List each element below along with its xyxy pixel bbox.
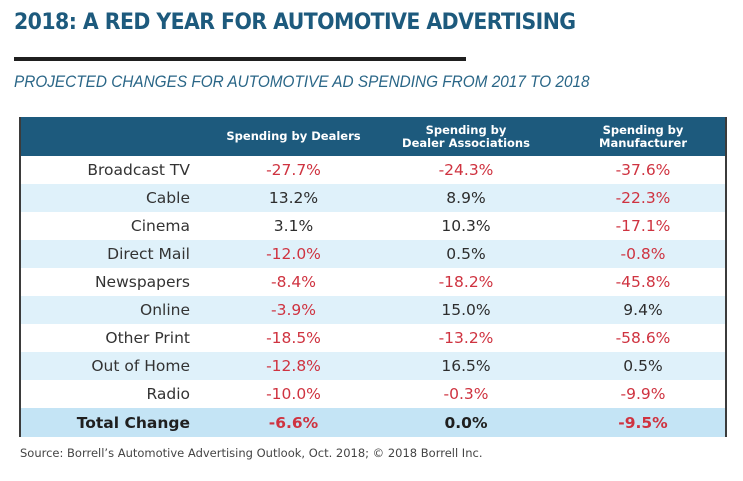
table-row: Other Print -18.5% -13.2% -58.6% bbox=[21, 324, 725, 352]
table-cell: -9.9% bbox=[620, 385, 666, 403]
column-header: Spending by Manufacturer bbox=[561, 117, 725, 156]
table-row: Cinema 3.1% 10.3% -17.1% bbox=[21, 212, 725, 240]
row-label: Radio bbox=[146, 385, 190, 403]
table-cell: -45.8% bbox=[615, 273, 671, 291]
table-cell: -8.4% bbox=[271, 273, 316, 291]
table-row: Broadcast TV -27.7% -24.3% -37.6% bbox=[21, 156, 725, 184]
table-row: Newspapers -8.4% -18.2% -45.8% bbox=[21, 268, 725, 296]
table-cell: -17.1% bbox=[615, 217, 671, 235]
row-label: Cinema bbox=[130, 217, 190, 235]
table-cell: 15.0% bbox=[441, 301, 491, 319]
table-body: Broadcast TV -27.7% -24.3% -37.6% Cable 13.2%… bbox=[21, 156, 725, 437]
table-cell: -12.0% bbox=[266, 245, 321, 263]
page-title: 2018: A RED YEAR FOR AUTOMOTIVE ADVERTIS… bbox=[14, 10, 576, 35]
row-label: Newspapers bbox=[94, 273, 190, 291]
table-row: Radio -10.0% -0.3% -9.9% bbox=[21, 380, 725, 408]
table-cell: -37.6% bbox=[615, 161, 671, 179]
column-header: Spending by Dealer Associations bbox=[371, 117, 561, 156]
table-cell: 8.9% bbox=[446, 189, 486, 207]
table-cell: -27.7% bbox=[266, 161, 321, 179]
row-label: Other Print bbox=[105, 329, 190, 347]
row-label: Total Change bbox=[76, 413, 190, 432]
row-label: Cable bbox=[145, 189, 190, 207]
table-cell: -22.3% bbox=[615, 189, 671, 207]
column-header-text: Spending by bbox=[425, 122, 507, 137]
table-cell: 0.5% bbox=[623, 357, 663, 375]
table-cell: 13.2% bbox=[268, 189, 319, 207]
table-cell: -18.2% bbox=[438, 273, 494, 291]
title-divider bbox=[14, 57, 466, 61]
table-cell: -10.0% bbox=[266, 385, 321, 403]
column-header-text: Manufacturer bbox=[599, 135, 687, 150]
table-row: Direct Mail -12.0% 0.5% -0.8% bbox=[21, 240, 725, 268]
column-header-text: Dealer Associations bbox=[402, 135, 530, 150]
table-row: Out of Home -12.8% 16.5% 0.5% bbox=[21, 352, 725, 380]
table-cell: 3.1% bbox=[273, 217, 314, 235]
table-cell: -9.5% bbox=[618, 413, 668, 432]
row-label: Direct Mail bbox=[107, 245, 190, 263]
table-cell: -12.8% bbox=[266, 357, 321, 375]
table-row: Online -3.9% 15.0% 9.4% bbox=[21, 296, 725, 324]
table-header-row: Spending by Dealers Spending by Dealer Ass… bbox=[21, 117, 725, 156]
table-cell: -24.3% bbox=[438, 161, 494, 179]
table-cell: -3.9% bbox=[271, 301, 316, 319]
table-cell: 10.3% bbox=[441, 217, 491, 235]
table-cell: 16.5% bbox=[441, 357, 491, 375]
page-subtitle: PROJECTED CHANGES FOR AUTOMOTIVE AD SPEN… bbox=[14, 73, 590, 91]
table-cell: -18.5% bbox=[266, 329, 321, 347]
row-label: Online bbox=[140, 301, 190, 319]
table-cell: -58.6% bbox=[615, 329, 671, 347]
table-cell: -0.8% bbox=[620, 245, 666, 263]
table-cell: 9.4% bbox=[623, 301, 663, 319]
column-header-text: Spending by bbox=[602, 122, 684, 137]
table-cell: -13.2% bbox=[438, 329, 494, 347]
table-cell: -0.3% bbox=[443, 385, 489, 403]
table-cell: 0.5% bbox=[446, 245, 486, 263]
row-label: Out of Home bbox=[91, 357, 190, 375]
total-row: Total Change -6.6% 0.0% -9.5% bbox=[21, 408, 725, 437]
table-row: Cable 13.2% 8.9% -22.3% bbox=[21, 184, 725, 212]
column-header: Spending by Dealers bbox=[216, 117, 371, 156]
table-cell: 0.0% bbox=[444, 413, 488, 432]
table-cell: -6.6% bbox=[268, 413, 319, 432]
source-note: Source: Borrell’s Automotive Advertising… bbox=[20, 446, 483, 460]
spending-table: Spending by Dealers Spending by Dealer Ass… bbox=[19, 117, 727, 437]
column-header-label bbox=[21, 117, 216, 156]
column-header-text: Spending by Dealers bbox=[226, 129, 361, 143]
row-label: Broadcast TV bbox=[87, 161, 190, 179]
